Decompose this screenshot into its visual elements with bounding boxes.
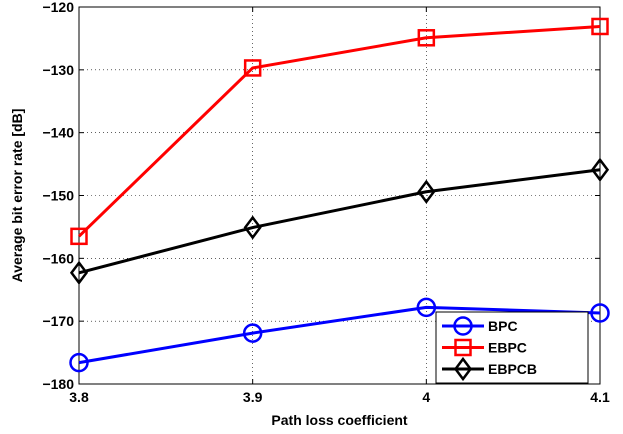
- y-tick-label: −140: [42, 125, 74, 141]
- data-point-ebpcb: [243, 215, 262, 240]
- data-point-bpc: [69, 352, 89, 373]
- legend-item-ebpcb: EBPCB: [442, 356, 537, 382]
- x-axis-label: Path loss coefficient: [271, 412, 407, 428]
- axis-ticks: 3.8 3.9 4 4.1 −180 −170 −160 −150 −140 −130 −120: [42, 0, 609, 405]
- x-tick-label: 4: [422, 389, 430, 405]
- data-point-bpc: [416, 297, 437, 318]
- data-point-ebpcb: [69, 260, 89, 285]
- legend-marker-ebpcb: [453, 356, 473, 382]
- y-tick-label: −170: [42, 313, 74, 329]
- data-point-ebpc: [70, 227, 88, 246]
- data-point-ebpc: [243, 59, 262, 77]
- series-bpc: [69, 297, 610, 373]
- x-tick-label: 3.8: [69, 389, 89, 405]
- data-point-ebpc: [417, 29, 436, 47]
- data-point-ebpc: [591, 17, 609, 36]
- data-point-bpc: [242, 323, 263, 343]
- legend-item-ebpc: EBPC: [442, 338, 527, 357]
- data-point-ebpcb: [590, 157, 610, 182]
- legend-label-ebpc: EBPC: [488, 340, 527, 356]
- y-tick-label: −150: [42, 188, 74, 204]
- series-ebpcb: [69, 157, 610, 285]
- y-tick-label: −120: [42, 0, 74, 15]
- legend-label-ebpcb: EBPCB: [488, 361, 537, 377]
- legend-marker-ebpc: [454, 338, 472, 357]
- series-ebpc: [70, 17, 609, 246]
- legend-marker-bpc: [453, 316, 473, 336]
- legend-label-bpc: BPC: [488, 318, 518, 334]
- y-tick-label: −180: [42, 376, 74, 392]
- series-line-ebpcb: [78, 168, 601, 275]
- data-point-bpc: [590, 303, 610, 323]
- y-tick-label: −160: [42, 250, 74, 266]
- y-tick-label: −130: [42, 62, 74, 78]
- x-tick-label: 4.1: [590, 389, 610, 405]
- legend-item-bpc: BPC: [442, 316, 518, 336]
- x-tick-label: 3.9: [243, 389, 263, 405]
- data-point-ebpcb: [417, 179, 436, 204]
- series-line-ebpc: [77, 24, 601, 238]
- series-line-bpc: [78, 305, 601, 365]
- series-layer: [69, 17, 610, 373]
- legend: BPC EBPC EBPCB: [435, 311, 589, 384]
- y-axis-label: Average bit error rate [dB]: [9, 109, 25, 283]
